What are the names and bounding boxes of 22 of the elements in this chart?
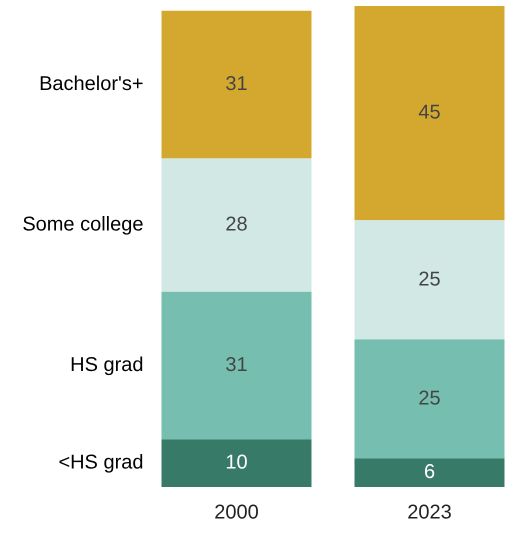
data-label: 31 (225, 354, 248, 376)
bar (162, 10, 312, 158)
bar (354, 339, 504, 458)
data-label: 31 (225, 73, 248, 96)
bar (354, 220, 504, 340)
bar (162, 439, 312, 487)
series-label: <HS grad (58, 452, 144, 474)
data-label: 25 (418, 268, 441, 290)
series-label: Some college (22, 214, 144, 236)
x-tick-label: 2023 (407, 502, 452, 524)
bar (354, 6, 504, 220)
data-label: 25 (418, 387, 441, 410)
data-label: 45 (418, 102, 441, 124)
data-label: 10 (225, 452, 248, 474)
x-tick-label: 2000 (214, 502, 259, 524)
bar (162, 158, 312, 292)
series-label: HS grad (70, 354, 144, 376)
data-label: 28 (225, 214, 248, 236)
data-label: 6 (424, 461, 436, 484)
bar (162, 292, 312, 440)
bar (354, 458, 504, 487)
series-label: Bachelor's+ (39, 73, 144, 96)
